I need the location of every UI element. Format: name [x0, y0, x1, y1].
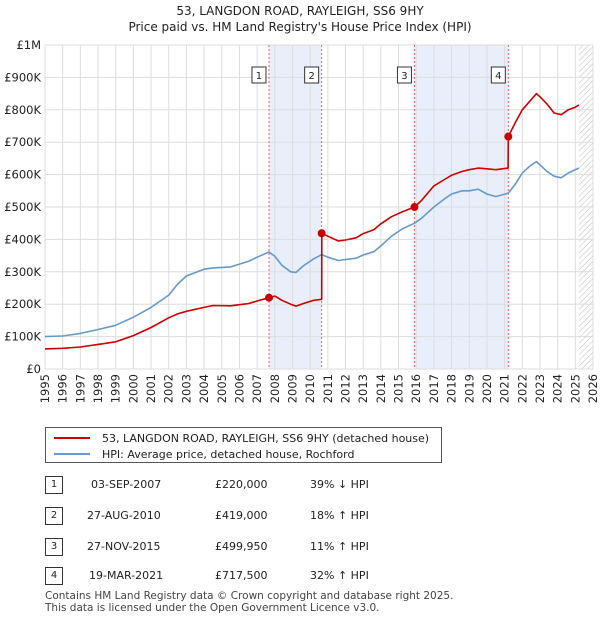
transaction-price: £499,950	[215, 540, 268, 553]
x-tick-label: 2020	[480, 374, 494, 403]
sale-point	[504, 132, 513, 141]
footer-licence: This data is licensed under the Open Gov…	[45, 602, 380, 614]
transaction-date: 27-AUG-2010	[87, 509, 161, 522]
x-tick-label: 2023	[533, 374, 547, 403]
x-tick-label: 2004	[197, 374, 211, 403]
x-tick-label: 2001	[144, 374, 158, 403]
x-tick-label: 2014	[374, 374, 388, 403]
table-row: 4 19-MAR-2021 £717,500 32% ↑ HPI	[45, 567, 405, 585]
transaction-date: 27-NOV-2015	[87, 540, 161, 553]
x-tick-label: 1999	[109, 374, 123, 403]
legend-label-property: 53, LANGDON ROAD, RAYLEIGH, SS6 9HY (det…	[102, 431, 430, 445]
x-tick-label: 2026	[586, 374, 600, 403]
y-tick-label: £800K	[4, 103, 41, 117]
x-tick-label: 2000	[126, 374, 140, 403]
price-chart: £0 £100K £200K £300K £400K £500K £600K £700K £80…	[4, 38, 600, 403]
x-tick-label: 2019	[462, 374, 476, 403]
transaction-hpi: 39% ↓ HPI	[310, 478, 369, 491]
sale-label-box	[396, 66, 412, 84]
y-tick-label: £1M	[16, 38, 41, 52]
y-tick-label: £300K	[4, 265, 41, 279]
y-tick-label: £400K	[4, 232, 41, 246]
transaction-number: 4	[45, 567, 63, 585]
x-tick-label: 2017	[427, 374, 441, 403]
x-tick-label: 2024	[551, 374, 565, 403]
transaction-number: 3	[45, 538, 63, 556]
transaction-price: £419,000	[215, 509, 268, 522]
transaction-date: 03-SEP-2007	[91, 478, 162, 491]
sale-label-box	[251, 66, 267, 84]
x-tick-label: 2016	[409, 374, 423, 403]
y-tick-label: £200K	[4, 297, 41, 311]
x-tick-label: 2018	[445, 374, 459, 403]
x-tick-label: 2015	[392, 374, 406, 403]
hpi-series-line	[44, 160, 580, 338]
x-tick-label: 2003	[179, 374, 193, 403]
chart-subtitle: Price paid vs. HM Land Registry's House …	[128, 20, 472, 34]
y-tick-label: £500K	[4, 200, 41, 214]
legend-item-hpi: HPI: Average price, detached house, Roch…	[54, 446, 354, 462]
x-tick-label: 2021	[498, 374, 512, 403]
x-tick-label: 1996	[56, 374, 70, 403]
transaction-number: 2	[45, 507, 63, 525]
x-tick-label: 2012	[339, 374, 353, 403]
sale-point	[410, 203, 419, 212]
x-tick-label: 2008	[268, 374, 282, 403]
legend: 53, LANGDON ROAD, RAYLEIGH, SS6 9HY (det…	[45, 427, 442, 463]
x-tick-label: 2009	[285, 374, 299, 403]
table-row: 3 27-NOV-2015 £499,950 11% ↑ HPI	[45, 538, 405, 556]
x-tick-label: 2005	[215, 374, 229, 403]
sale-label: 3	[401, 71, 407, 82]
x-tick-label: 2006	[232, 374, 246, 403]
sale-label: 4	[495, 71, 501, 82]
sale-point	[317, 229, 326, 238]
transaction-hpi: 32% ↑ HPI	[310, 569, 369, 582]
transaction-date: 19-MAR-2021	[89, 569, 164, 582]
legend-swatch-property	[54, 437, 90, 439]
sale-label-box	[304, 66, 320, 84]
sale-label-box	[490, 66, 506, 84]
transaction-number: 1	[45, 476, 63, 494]
y-tick-label: £100K	[4, 330, 41, 344]
transaction-hpi: 11% ↑ HPI	[310, 540, 369, 553]
legend-item-property: 53, LANGDON ROAD, RAYLEIGH, SS6 9HY (det…	[54, 430, 429, 446]
transaction-price: £220,000	[215, 478, 268, 491]
sale-label: 1	[256, 71, 262, 82]
sale-point	[264, 293, 273, 302]
x-tick-label: 1997	[73, 374, 87, 403]
table-row: 2 27-AUG-2010 £419,000 18% ↑ HPI	[45, 507, 405, 525]
x-tick-label: 2025	[568, 374, 582, 403]
x-tick-label: 2010	[303, 374, 317, 403]
chart-title: 53, LANGDON ROAD, RAYLEIGH, SS6 9HY	[176, 4, 424, 18]
x-tick-label: 2022	[515, 374, 529, 403]
x-tick-label: 2002	[162, 374, 176, 403]
footer-copyright: Contains HM Land Registry data © Crown c…	[45, 590, 454, 602]
property-series-line	[44, 92, 580, 350]
legend-label-hpi: HPI: Average price, detached house, Roch…	[102, 447, 355, 461]
transaction-hpi: 18% ↑ HPI	[310, 509, 369, 522]
y-tick-label: £600K	[4, 168, 41, 182]
transaction-price: £717,500	[215, 569, 268, 582]
y-tick-label: £0	[26, 362, 41, 376]
x-tick-label: 1995	[38, 374, 52, 403]
y-tick-label: £900K	[4, 70, 41, 84]
x-tick-label: 2013	[356, 374, 370, 403]
sale-label: 2	[308, 71, 314, 82]
x-tick-label: 1998	[91, 374, 105, 403]
x-tick-label: 2011	[321, 374, 335, 403]
x-tick-label: 2007	[250, 374, 264, 403]
table-row: 1 03-SEP-2007 £220,000 39% ↓ HPI	[45, 476, 405, 494]
y-tick-label: £700K	[4, 135, 41, 149]
legend-swatch-hpi	[54, 453, 90, 455]
